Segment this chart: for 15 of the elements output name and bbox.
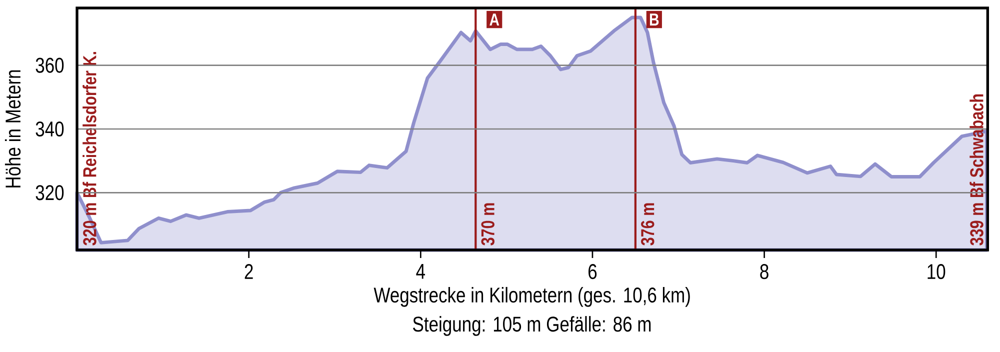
x-axis-title: Wegstrecke in Kilometern (ges. 10,6 km) [374, 286, 690, 307]
y-tick-label: 320 [36, 185, 64, 200]
x-tick-label: 4 [416, 264, 426, 279]
x-tick-label: 10 [928, 264, 946, 280]
x-tick-label: 8 [760, 264, 768, 280]
y-tick-label: 360 [36, 58, 64, 73]
annotation: 376 m [641, 203, 654, 246]
y-tick-label: 340 [36, 121, 64, 137]
text: Steigung: 105 m Gefälle: 86 m [413, 316, 651, 336]
y-axis-title: Höhe in Metern [4, 70, 21, 188]
annotation: 370 m [481, 203, 494, 246]
ref-line-label: A [490, 14, 500, 26]
ref-line-label: B [650, 14, 659, 26]
x-tick-label: 6 [588, 264, 597, 280]
x-tick-label: 2 [244, 264, 253, 279]
